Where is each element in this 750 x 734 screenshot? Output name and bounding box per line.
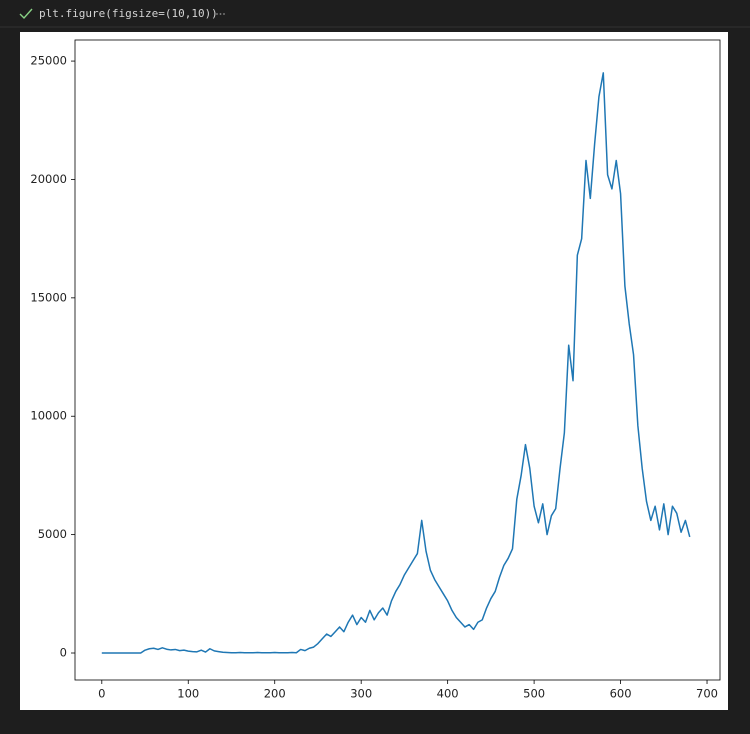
x-tick-label: 300 — [350, 687, 372, 701]
more-icon[interactable] — [216, 13, 225, 15]
figure — [20, 32, 728, 710]
y-tick-label: 15000 — [30, 290, 67, 304]
data-line — [101, 72, 691, 654]
x-tick-label: 100 — [177, 687, 199, 701]
plot: 0 100 200 300 400 500 600 700 0 5000 10000 15000 200… — [30, 54, 718, 701]
y-tick-label: 10000 — [30, 409, 67, 423]
x-tick-label: 600 — [610, 687, 632, 701]
x-tick-label: 200 — [264, 687, 286, 701]
x-tick-label: 0 — [98, 687, 105, 701]
x-tick-label: 500 — [523, 687, 545, 701]
x-tick-label: 400 — [437, 687, 459, 701]
axes-frame — [74, 39, 721, 681]
y-tick-label: 5000 — [38, 527, 67, 541]
success-check — [19, 8, 33, 20]
y-tick-label: 20000 — [30, 172, 67, 186]
cell-code: plt.figure(figsize=(10,10)) — [39, 7, 218, 20]
y-tick-label: 25000 — [30, 54, 67, 68]
x-tick-label: 700 — [696, 687, 718, 701]
y-tick-label: 0 — [60, 646, 67, 660]
